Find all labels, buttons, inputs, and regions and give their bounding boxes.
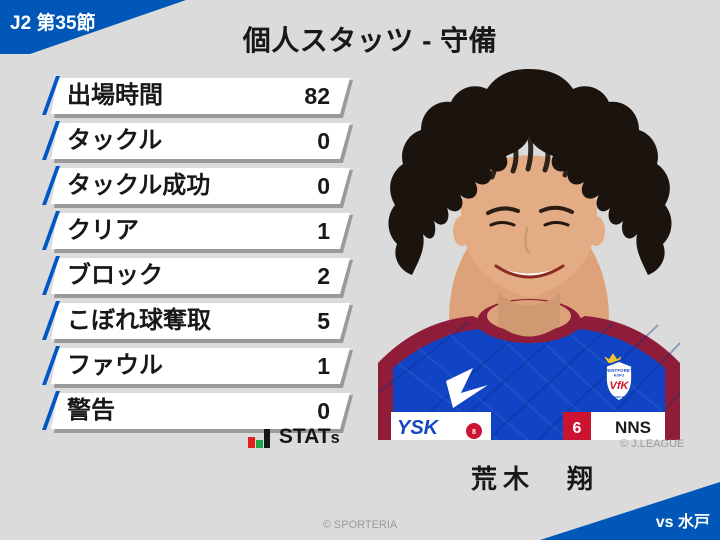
- svg-text:VENTFORET: VENTFORET: [605, 368, 633, 373]
- svg-text:YAMANASHI EST.1965: YAMANASHI EST.1965: [603, 395, 635, 399]
- svg-text:NNS: NNS: [615, 418, 651, 437]
- svg-text:YSK: YSK: [397, 417, 440, 439]
- svg-text:KOFU: KOFU: [614, 374, 625, 378]
- svg-text:VfK: VfK: [610, 380, 630, 392]
- svg-text:8: 8: [472, 429, 476, 436]
- svg-text:6: 6: [573, 420, 582, 437]
